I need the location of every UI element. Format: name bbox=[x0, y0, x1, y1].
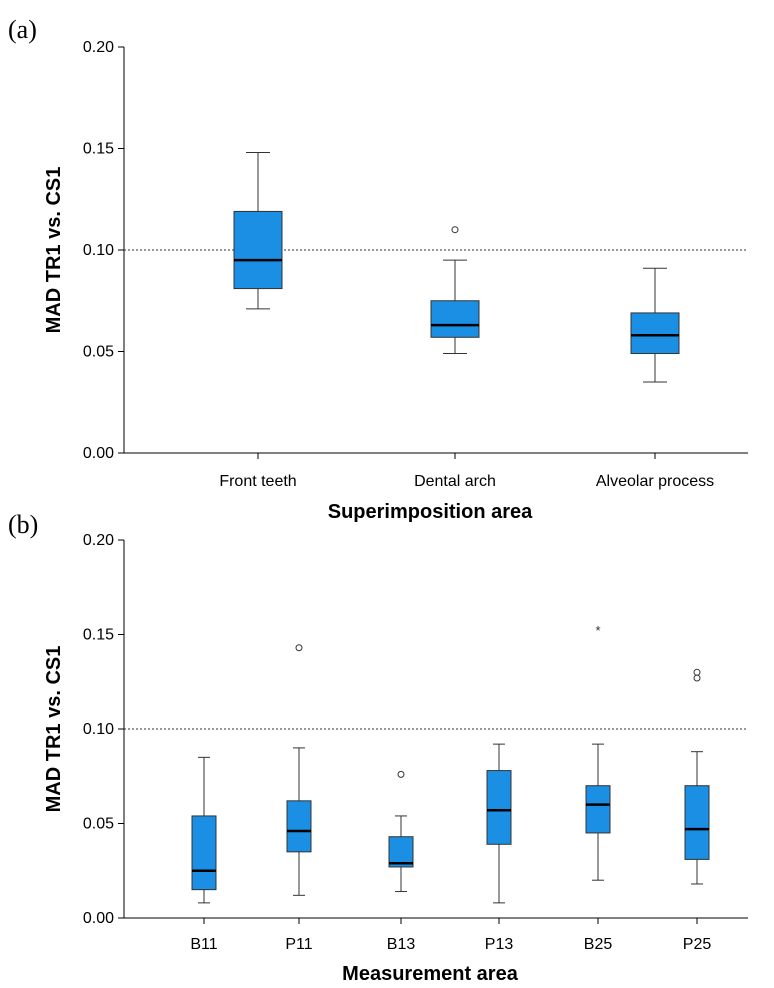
extreme-point: * bbox=[595, 623, 600, 638]
y-tick-label: 0.05 bbox=[83, 344, 114, 361]
outlier-point bbox=[295, 644, 303, 652]
iqr-box bbox=[585, 785, 611, 834]
y-tick-label: 0.20 bbox=[83, 39, 114, 56]
outlier-point bbox=[693, 674, 701, 682]
y-tick-label: 0.20 bbox=[83, 532, 114, 549]
x-axis-title: Superimposition area bbox=[328, 501, 533, 523]
x-tick-label: Front teeth bbox=[219, 473, 296, 490]
y-tick-label: 0.10 bbox=[83, 242, 114, 259]
x-tick-label: B13 bbox=[387, 936, 416, 953]
y-tick-label: 0.15 bbox=[83, 141, 114, 158]
outlier-point bbox=[397, 770, 405, 778]
x-tick-label: Dental arch bbox=[414, 473, 496, 490]
x-tick-label: P25 bbox=[683, 936, 712, 953]
iqr-box bbox=[684, 785, 710, 860]
x-tick-label: B11 bbox=[190, 936, 217, 953]
y-axis-title: MAD TR1 vs. CS1 bbox=[43, 646, 65, 813]
y-tick-label: 0.10 bbox=[83, 721, 114, 738]
x-tick-label: P11 bbox=[285, 936, 312, 953]
panel-label: (a) bbox=[8, 15, 37, 44]
y-tick-label: 0.05 bbox=[83, 816, 114, 833]
x-axis-title: Measurement area bbox=[342, 963, 519, 985]
x-tick-label: B25 bbox=[584, 936, 613, 953]
panel-label: (b) bbox=[8, 510, 38, 539]
iqr-box bbox=[233, 210, 283, 290]
y-tick-label: 0.15 bbox=[83, 627, 114, 644]
outlier-point bbox=[451, 226, 459, 234]
iqr-box bbox=[486, 770, 512, 845]
x-tick-label: Alveolar process bbox=[596, 473, 714, 490]
y-tick-label: 0.00 bbox=[83, 445, 114, 462]
y-axis-title: MAD TR1 vs. CS1 bbox=[43, 167, 65, 334]
x-tick-label: P13 bbox=[485, 936, 514, 953]
y-tick-label: 0.00 bbox=[83, 910, 114, 927]
iqr-box bbox=[286, 800, 312, 853]
iqr-box bbox=[430, 300, 480, 338]
iqr-box bbox=[191, 815, 217, 891]
iqr-box bbox=[388, 836, 414, 868]
iqr-box bbox=[630, 312, 680, 355]
outlier-point bbox=[693, 668, 701, 676]
